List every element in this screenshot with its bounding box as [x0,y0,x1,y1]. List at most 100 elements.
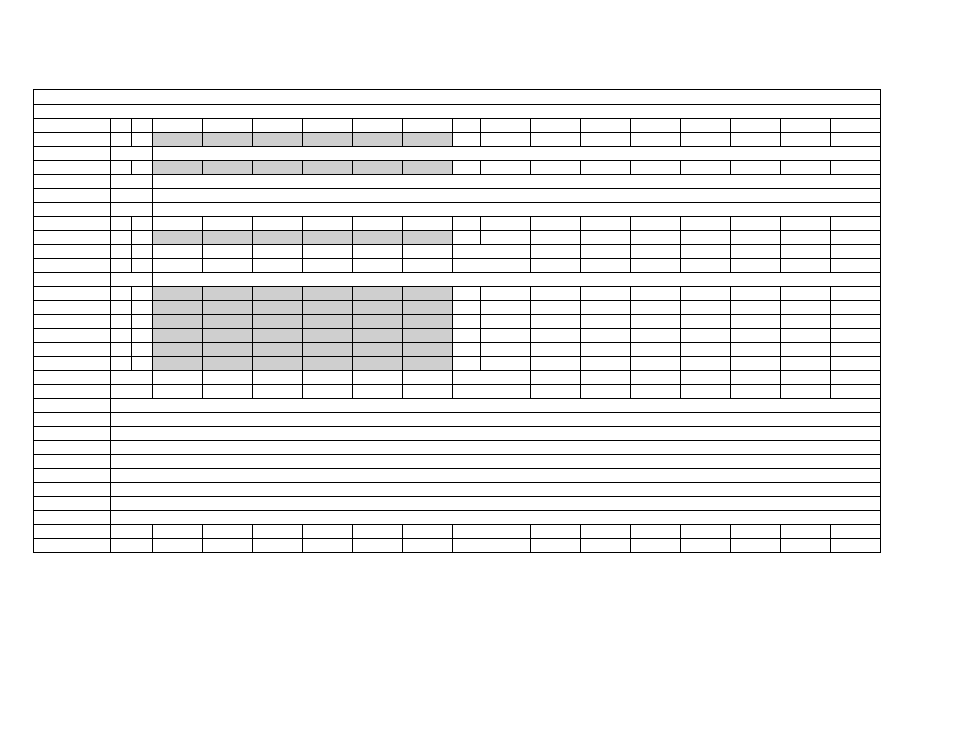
table-cell [530,385,580,398]
table-cell [110,343,131,356]
table-cell [131,245,152,258]
table-row [34,188,880,202]
table-cell [630,231,680,244]
table-cell [730,161,780,174]
table-cell [452,357,480,370]
table-row [34,202,880,216]
table-cell [580,385,630,398]
table-cell [110,385,152,398]
table-row [34,314,880,328]
table-cell [202,525,252,538]
table-cell [352,539,402,552]
table-cell [480,161,530,174]
table-row [34,286,880,300]
table-cell [34,371,110,384]
table-cell [830,343,880,356]
table-cell [202,161,252,174]
table-cell [780,231,830,244]
table-cell [452,343,480,356]
table-cell [352,385,402,398]
table-cell [202,371,252,384]
table-cell [830,371,880,384]
table-cell [402,343,452,356]
table-cell [452,315,480,328]
table-cell [402,525,452,538]
table-cell [252,525,302,538]
table-cell [730,217,780,230]
table-cell [252,161,302,174]
table-cell [530,525,580,538]
table-row [34,174,880,188]
table-cell [352,287,402,300]
table-cell [352,245,402,258]
table-cell [402,301,452,314]
table-cell [152,259,202,272]
table-cell [780,357,830,370]
table-row [34,356,880,370]
table-cell [152,273,880,286]
table-cell [252,357,302,370]
table-cell [580,357,630,370]
table-row [34,342,880,356]
table-cell [131,343,152,356]
table-cell [302,259,352,272]
table-cell [530,315,580,328]
table-cell [202,133,252,146]
table-cell [152,175,880,188]
table-cell [110,175,152,188]
table-cell [34,273,110,286]
table-cell [452,217,480,230]
table-cell [110,217,131,230]
table-cell [34,105,880,118]
table-cell [34,231,110,244]
table-cell [530,301,580,314]
table-cell [34,497,110,510]
table-cell [730,259,780,272]
table-cell [34,119,110,132]
table-cell [34,147,110,160]
table-row [34,160,880,174]
table-cell [302,357,352,370]
table-cell [630,161,680,174]
table-cell [352,525,402,538]
table-cell [202,231,252,244]
table-row [34,328,880,342]
table-cell [452,539,530,552]
table-cell [730,357,780,370]
table-cell [302,315,352,328]
table-cell [530,259,580,272]
table-cell [480,315,530,328]
table-cell [34,245,110,258]
table-cell [630,357,680,370]
table-cell [202,315,252,328]
table-cell [680,161,730,174]
table-cell [580,287,630,300]
table-row [34,244,880,258]
table-row [34,496,880,510]
table-cell [34,385,110,398]
table-cell [34,301,110,314]
table-cell [630,343,680,356]
table-cell [302,371,352,384]
table-cell [480,343,530,356]
table-cell [630,385,680,398]
table-cell [780,119,830,132]
table-cell [352,231,402,244]
table-cell [580,539,630,552]
table-cell [202,287,252,300]
table-cell [252,301,302,314]
table-cell [152,147,880,160]
table-row [34,468,880,482]
table-cell [152,217,202,230]
table-cell [152,385,202,398]
table-cell [34,539,110,552]
table-row [34,398,880,412]
table-cell [830,539,880,552]
table-cell [34,483,110,496]
table-cell [530,371,580,384]
table-cell [730,231,780,244]
table-cell [780,329,830,342]
table-cell [530,133,580,146]
table-row [34,146,880,160]
table-cell [730,287,780,300]
